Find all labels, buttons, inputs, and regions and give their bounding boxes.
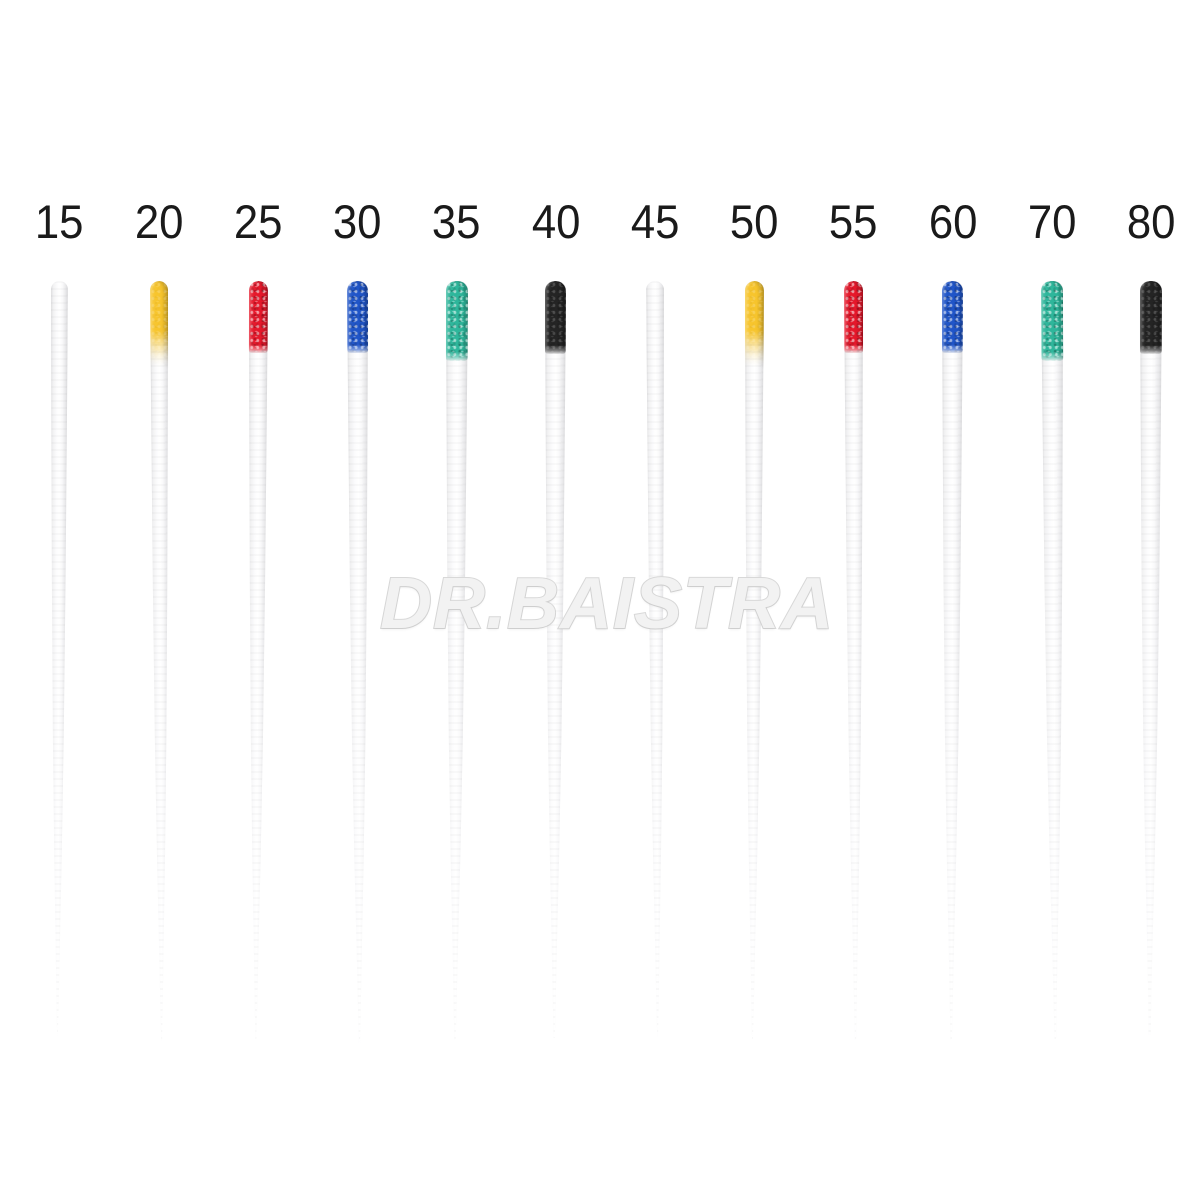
size-label: 70 [1027, 195, 1077, 248]
point-column-30: 30 [308, 196, 407, 1043]
size-label: 45 [630, 195, 680, 248]
paper-point-shaft [347, 281, 370, 1043]
point-column-25: 25 [209, 196, 308, 1043]
point-column-40: 40 [506, 196, 605, 1043]
paper-point-tip-black [545, 280, 567, 355]
point-column-20: 20 [109, 196, 208, 1043]
paper-point-25 [246, 280, 268, 1039]
point-column-15: 15 [10, 196, 109, 1043]
paper-point-tip-red [844, 280, 864, 354]
paper-point-35 [444, 280, 468, 1040]
paper-point-70 [1041, 280, 1066, 1039]
paper-point-tip-blue [346, 280, 369, 354]
size-label: 50 [730, 195, 779, 248]
paper-point-80 [1139, 280, 1163, 1035]
size-label: 30 [333, 195, 382, 248]
point-column-80: 80 [1102, 196, 1200, 1043]
paper-point-tip-red [248, 280, 268, 354]
paper-point-55 [844, 280, 865, 1041]
paper-point-60 [941, 280, 964, 1043]
size-label: 40 [531, 195, 581, 248]
paper-point-tip-green [1041, 280, 1064, 362]
paper-point-30 [346, 280, 370, 1043]
paper-point-shaft [646, 281, 667, 1037]
point-column-55: 55 [804, 196, 903, 1043]
paper-point-40 [544, 280, 567, 1038]
paper-point-tip-green [445, 280, 468, 362]
size-label: 20 [134, 195, 184, 248]
point-column-60: 60 [903, 196, 1002, 1043]
paper-point-shaft [1139, 281, 1162, 1035]
point-column-45: 45 [606, 196, 705, 1043]
size-label: 25 [233, 195, 283, 248]
paper-point-20 [149, 280, 171, 1041]
paper-point-shaft [150, 281, 171, 1041]
point-column-70: 70 [1003, 196, 1102, 1043]
size-label: 15 [35, 195, 84, 248]
paper-point-shaft [1041, 281, 1066, 1039]
paper-point-45 [646, 281, 667, 1037]
paper-points-row: 15 20 25 30 35 40 45 50 55 60 70 80 [10, 196, 1200, 1043]
size-label: 60 [928, 195, 978, 248]
point-column-35: 35 [407, 196, 506, 1043]
paper-point-15 [49, 281, 68, 1037]
size-label: 35 [432, 195, 481, 248]
size-label: 80 [1127, 195, 1176, 248]
paper-point-tip-black [1140, 280, 1163, 355]
paper-point-50 [743, 280, 764, 1039]
paper-point-shaft [743, 281, 764, 1039]
paper-point-tip-yellow [744, 280, 764, 376]
point-column-50: 50 [705, 196, 804, 1043]
paper-point-shaft [49, 281, 68, 1037]
paper-point-shaft [444, 281, 468, 1040]
paper-point-shaft [941, 281, 963, 1043]
watermark-text: DR.BAISTRA [379, 563, 834, 645]
paper-point-shaft [246, 281, 268, 1039]
paper-point-tip-blue [942, 280, 964, 354]
size-label: 55 [829, 195, 878, 248]
paper-point-tip-yellow [149, 280, 169, 376]
paper-point-shaft [844, 281, 865, 1041]
paper-point-shaft [544, 281, 566, 1038]
